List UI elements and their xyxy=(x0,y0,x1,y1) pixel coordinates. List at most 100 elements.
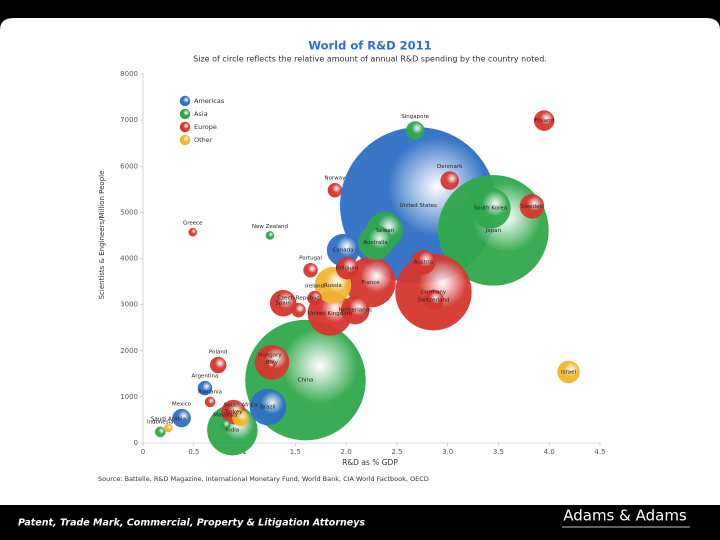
country-label: Finland xyxy=(534,118,554,124)
bubble xyxy=(405,121,425,140)
bubble xyxy=(307,290,322,306)
country-label: Japan xyxy=(485,228,502,234)
country-label: Austria xyxy=(414,260,433,266)
x-axis-label: R&D as % GDP xyxy=(342,458,398,467)
country-label: South Africa xyxy=(224,403,257,409)
bubble xyxy=(469,187,511,229)
legend-label: Other xyxy=(194,136,213,144)
bubble xyxy=(341,295,370,325)
x-tick-label: 0 xyxy=(141,448,145,456)
country-label: New Zealand xyxy=(252,224,288,230)
country-label: United Kingdom xyxy=(308,311,352,317)
bubble xyxy=(557,360,580,384)
country-label: Israel xyxy=(561,369,577,375)
x-tick-label: 4.0 xyxy=(544,448,555,456)
bubble xyxy=(172,408,191,428)
country-label: France xyxy=(361,280,380,286)
country-label: Mexico xyxy=(172,402,192,408)
country-label: India xyxy=(226,428,240,434)
bubble xyxy=(209,356,227,374)
chart-title: World of R&D 2011 xyxy=(308,39,431,53)
bubble xyxy=(303,262,318,278)
bubble xyxy=(164,423,173,433)
bubble xyxy=(219,419,231,431)
legend-label: Europe xyxy=(194,123,217,131)
y-axis-label: Scientists & Engineers/Million People xyxy=(98,171,106,300)
bubble xyxy=(423,289,444,311)
bubble xyxy=(411,249,436,275)
x-tick-label: 4.5 xyxy=(594,448,605,456)
legend-swatch xyxy=(179,134,191,146)
bubble xyxy=(188,227,198,237)
country-label: Singapore xyxy=(401,114,429,120)
y-tick-label: 4000 xyxy=(120,255,138,263)
x-tick-label: 3.5 xyxy=(493,448,504,456)
country-label: Denmark xyxy=(437,164,463,170)
bubble xyxy=(249,388,287,426)
y-tick-label: 8000 xyxy=(120,70,138,78)
country-label: Germany xyxy=(421,290,447,296)
source-note: Source: Battelle, R&D Magazine, Internat… xyxy=(98,475,429,483)
bubble xyxy=(154,426,166,438)
x-tick-label: 2.0 xyxy=(341,448,352,456)
y-tick-label: 7000 xyxy=(120,116,138,124)
legend-swatch xyxy=(179,108,191,120)
country-label: Italy xyxy=(266,360,279,366)
country-label: Sweden xyxy=(521,204,543,210)
legend-swatch xyxy=(179,95,191,107)
y-tick-label: 1000 xyxy=(120,393,138,401)
y-tick-label: 5000 xyxy=(120,208,138,216)
country-label: Malaysia xyxy=(213,412,237,418)
country-label: Switzerland xyxy=(417,298,449,304)
y-tick-label: 3000 xyxy=(120,301,138,309)
chart-subtitle: Size of circle reflects the relative amo… xyxy=(193,55,547,64)
country-label: Turkey xyxy=(223,410,243,416)
country-label: Greece xyxy=(183,221,203,227)
country-label: Czech Republic xyxy=(277,296,319,302)
footer-logo: Adams & Adams xyxy=(563,507,687,525)
bubble xyxy=(197,380,213,396)
country-label: Argentina xyxy=(192,374,219,380)
x-tick-label: 2.5 xyxy=(391,448,402,456)
country-label: Netherlands xyxy=(338,308,372,314)
y-tick-label: 6000 xyxy=(120,162,138,170)
footer-tagline: Patent, Trade Mark, Commercial, Property… xyxy=(18,518,365,529)
x-tick-label: 3.0 xyxy=(442,448,453,456)
country-label: Taiwan xyxy=(374,228,394,234)
bubble xyxy=(335,256,359,280)
country-label: United States xyxy=(400,203,437,209)
bubble xyxy=(264,359,276,371)
country-label: Brazil xyxy=(260,405,276,411)
country-label: Indonesia xyxy=(147,419,174,425)
bubble xyxy=(232,409,249,427)
country-label: Romania xyxy=(198,389,222,395)
country-label: South Korea xyxy=(474,206,507,212)
legend-label: Americas xyxy=(194,97,225,105)
country-label: Poland xyxy=(209,350,227,356)
country-label: Canada xyxy=(333,248,354,254)
country-label: Hungary xyxy=(258,352,282,358)
y-tick-label: 0 xyxy=(134,439,138,447)
bubble xyxy=(204,396,216,408)
country-label: Ireland xyxy=(305,284,324,290)
country-label: Russia xyxy=(324,283,342,289)
legend-label: Asia xyxy=(194,110,208,118)
legend: Americas Asia Europe Other xyxy=(179,95,225,146)
bubble xyxy=(440,171,459,190)
x-tick-label: 1.5 xyxy=(290,448,301,456)
bubble xyxy=(358,225,393,260)
country-label: Saudi Arabia xyxy=(151,416,186,422)
bubble xyxy=(265,231,275,240)
bubble xyxy=(519,194,545,219)
bubble xyxy=(327,182,343,198)
x-tick-label: 0.5 xyxy=(188,448,199,456)
country-label: Australia xyxy=(363,240,387,246)
y-tick-label: 2000 xyxy=(120,347,138,355)
bubble xyxy=(533,110,555,131)
legend-swatch xyxy=(179,121,191,133)
country-label: Belgium xyxy=(336,266,359,272)
bubble xyxy=(291,302,306,318)
country-label: Spain xyxy=(275,301,291,307)
